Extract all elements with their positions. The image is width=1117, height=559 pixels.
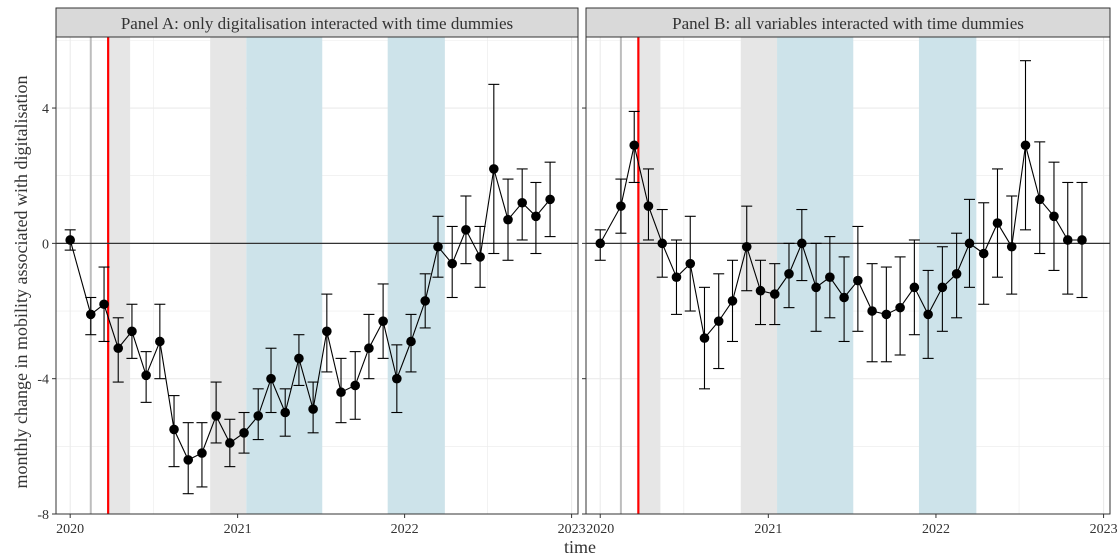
x-axis-label: time (564, 537, 596, 557)
data-point (937, 282, 948, 293)
x-tick-label: 2021 (224, 522, 252, 537)
panel-title: Panel A: only digitalisation interacted … (121, 14, 513, 33)
x-tick-label: 2020 (586, 522, 614, 537)
y-tick-label: 0 (42, 237, 49, 252)
data-point (629, 140, 640, 151)
data-point (113, 343, 124, 354)
x-tick-label: 2020 (56, 522, 84, 537)
x-tick-label: 2023 (558, 522, 586, 537)
data-point (909, 282, 920, 293)
data-point (545, 194, 555, 205)
data-point (336, 387, 346, 398)
panel-strip (55, 7, 579, 38)
data-point (253, 411, 264, 421)
panel-title: Panel B: all variables interacted with t… (672, 14, 1024, 33)
shaded-region-blue (918, 37, 977, 514)
panel-border (55, 36, 579, 515)
shaded-region-blue (246, 37, 323, 514)
data-point (671, 272, 682, 282)
data-point (616, 201, 626, 211)
data-point (964, 238, 975, 249)
data-point (65, 235, 75, 245)
data-point (364, 343, 374, 354)
shaded-region-gray (638, 37, 661, 514)
data-point (183, 455, 194, 465)
data-point (350, 380, 361, 391)
data-point (1049, 211, 1059, 222)
data-point (322, 326, 332, 337)
data-point (741, 241, 752, 252)
data-point (685, 258, 696, 269)
panel-border (585, 36, 1111, 515)
data-point (294, 353, 304, 364)
data-point (378, 316, 388, 326)
data-point (239, 428, 249, 438)
y-axis-label: monthly change in mobility associated wi… (11, 76, 31, 489)
data-point (475, 252, 485, 262)
data-point (155, 336, 165, 347)
data-point (992, 218, 1003, 228)
data-point (197, 448, 207, 458)
data-point (127, 326, 137, 337)
data-point (503, 214, 513, 225)
data-point (784, 269, 794, 279)
data-point (1077, 235, 1087, 245)
data-point (643, 201, 654, 211)
y-tick-label: 4 (42, 102, 49, 117)
data-point (447, 258, 457, 269)
data-point (461, 225, 471, 235)
x-tick-label: 2022 (922, 522, 950, 537)
panel-a: Panel A: only digitalisation interacted … (37, 7, 586, 537)
data-point (489, 164, 499, 174)
data-point (85, 309, 96, 320)
data-point (769, 289, 780, 299)
data-point (755, 285, 766, 296)
data-point (923, 309, 933, 320)
data-point (825, 272, 835, 282)
data-point (867, 306, 877, 316)
shaded-region-blue (387, 37, 445, 514)
x-tick-label: 2021 (754, 522, 782, 537)
y-tick-label: -8 (37, 508, 49, 523)
y-tick-label: -4 (37, 373, 49, 388)
data-point (211, 411, 221, 421)
data-point (406, 336, 416, 347)
data-point (657, 238, 668, 249)
data-point (225, 438, 235, 448)
data-point (713, 316, 724, 326)
data-point (531, 211, 541, 222)
data-point (727, 296, 738, 306)
data-point (811, 282, 821, 293)
data-point (1034, 194, 1045, 205)
data-point (169, 424, 179, 435)
data-point (881, 309, 892, 320)
data-point (797, 238, 807, 249)
data-point (141, 370, 151, 381)
panel-strip (585, 7, 1111, 38)
data-point (420, 296, 430, 306)
data-point (1006, 241, 1017, 252)
data-point (1062, 235, 1073, 245)
data-point (978, 248, 989, 259)
data-point (1020, 140, 1031, 151)
x-tick-label: 2022 (391, 522, 419, 537)
data-point (266, 373, 276, 384)
data-point (517, 197, 527, 208)
data-point (895, 302, 905, 313)
x-tick-label: 2023 (1090, 522, 1117, 537)
data-point (853, 275, 863, 286)
data-point (839, 292, 849, 303)
data-point (280, 407, 291, 418)
data-point (699, 333, 710, 343)
panel-b: Panel B: all variables interacted with t… (582, 7, 1117, 537)
data-point (951, 269, 962, 279)
data-point (595, 238, 606, 249)
shaded-region-gray (108, 37, 131, 514)
data-point (392, 373, 402, 384)
data-point (308, 404, 318, 414)
data-point (433, 241, 443, 252)
data-point (99, 299, 109, 310)
